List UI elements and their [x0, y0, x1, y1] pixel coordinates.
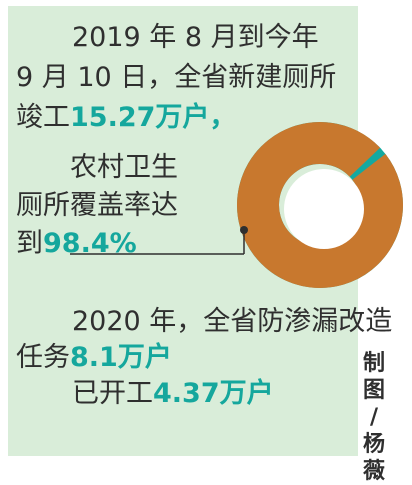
- donut-inner-hole: [284, 169, 364, 249]
- block1-line2: 9 月 10 日，全省新建厕所: [16, 62, 337, 93]
- block3-line2-text: 任务: [16, 342, 70, 373]
- credit: 制 图 / 杨 薇: [361, 350, 387, 485]
- donut-covered-segment: [237, 122, 403, 288]
- block3-line3: 已开工4.37万户: [72, 376, 274, 412]
- block1-line3: 竣工15.27万户，: [16, 100, 236, 136]
- credit-char: 杨: [362, 432, 385, 457]
- credit-char: 图: [362, 378, 385, 403]
- started-value: 4.37: [153, 378, 220, 409]
- leader-dot: [240, 226, 248, 234]
- block3-line3-text: 已开工: [72, 378, 153, 409]
- block1-line3-text: 竣工: [16, 102, 70, 133]
- block2-line2: 厕所覆盖率达: [16, 190, 178, 221]
- task-unit: 万户: [117, 342, 172, 373]
- new-toilets-unit: 万户，: [155, 102, 237, 133]
- new-toilets-value: 15.27: [70, 102, 156, 133]
- task-value: 8.1: [70, 342, 118, 373]
- block2-line3-text: 到: [16, 228, 43, 259]
- block3-line1: 2020 年，全省防渗漏改造: [72, 306, 393, 337]
- credit-char: 制: [362, 351, 385, 376]
- started-unit: 万户: [219, 378, 274, 409]
- block1-line1: 2019 年 8 月到今年: [72, 22, 319, 53]
- credit-char: /: [369, 405, 379, 430]
- credit-char: 薇: [362, 459, 385, 484]
- block3-line2: 任务8.1万户: [16, 340, 172, 376]
- block2-line1: 农村卫生: [70, 152, 178, 183]
